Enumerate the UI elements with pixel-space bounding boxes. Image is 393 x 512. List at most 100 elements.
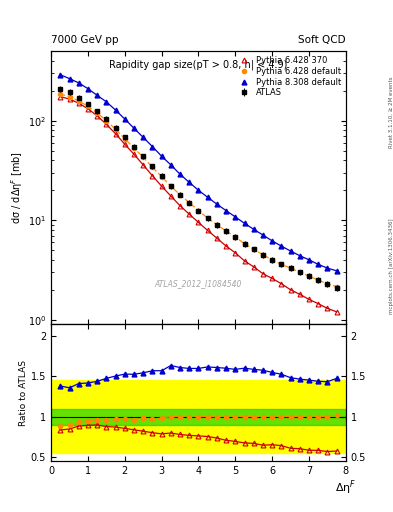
Pythia 6.428 370 [205,227,210,233]
Pythia 6.428 370 [252,264,256,270]
Pythia 6.428 default [298,269,302,275]
Text: Soft QCD: Soft QCD [298,35,346,45]
Pythia 6.428 default [252,246,256,252]
Pythia 6.428 370 [307,296,311,303]
Pythia 6.428 370 [76,100,81,106]
Pythia 6.428 default [196,207,201,214]
Pythia 8.308 default [123,116,127,122]
Pythia 6.428 default [205,215,210,221]
Pythia 6.428 default [95,110,99,116]
Pythia 6.428 370 [169,193,173,199]
Pythia 6.428 370 [334,309,339,315]
Pythia 8.308 default [288,248,293,254]
Pythia 6.428 default [123,136,127,142]
Pythia 6.428 370 [233,250,238,256]
Pythia 8.308 default [86,86,90,92]
Y-axis label: dσ / dΔη$^F$ [mb]: dσ / dΔη$^F$ [mb] [9,152,25,224]
Pythia 6.428 370 [187,211,192,217]
Pythia 6.428 370 [58,94,62,100]
Pythia 6.428 370 [279,281,284,287]
Pythia 8.308 default [307,257,311,263]
Pythia 6.428 default [215,222,219,228]
Pythia 8.308 default [298,252,302,259]
Pythia 8.308 default [150,143,155,150]
Pythia 6.428 default [270,257,275,263]
Pythia 8.308 default [205,194,210,200]
Pythia 6.428 370 [86,105,90,112]
Pythia 6.428 370 [196,219,201,225]
Pythia 8.308 default [113,107,118,113]
Pythia 6.428 370 [159,183,164,189]
Pythia 6.428 default [334,284,339,290]
Pythia 6.428 default [104,118,109,124]
Pythia 6.428 default [307,273,311,279]
Pythia 6.428 default [279,261,284,267]
Pythia 6.428 default [261,252,265,258]
Pythia 8.308 default [187,179,192,185]
Pythia 8.308 default [169,162,173,168]
X-axis label: Δη$^F$: Δη$^F$ [335,479,356,497]
Pythia 6.428 default [316,277,321,283]
Pythia 6.428 370 [141,162,145,168]
Pythia 6.428 default [67,94,72,100]
Pythia 8.308 default [141,134,145,140]
Pythia 8.308 default [215,201,219,207]
Text: Rapidity gap size(pT > 0.8, h| < 4.9): Rapidity gap size(pT > 0.8, h| < 4.9) [109,59,288,70]
Pythia 8.308 default [104,99,109,105]
Pythia 8.308 default [67,76,72,82]
Pythia 8.308 default [334,268,339,274]
Pythia 6.428 default [224,228,228,234]
Legend: Pythia 6.428 370, Pythia 6.428 default, Pythia 8.308 default, ATLAS: Pythia 6.428 370, Pythia 6.428 default, … [233,54,343,100]
Pythia 6.428 370 [288,287,293,293]
Pythia 8.308 default [159,153,164,159]
Pythia 8.308 default [132,125,136,132]
Y-axis label: Ratio to ATLAS: Ratio to ATLAS [19,359,28,425]
Pythia 6.428 370 [215,235,219,241]
Pythia 6.428 370 [316,301,321,307]
Text: ATLAS_2012_I1084540: ATLAS_2012_I1084540 [155,279,242,288]
Pythia 6.428 370 [178,203,182,209]
Pythia 6.428 default [76,98,81,104]
Pythia 8.308 default [76,80,81,86]
Line: Pythia 8.308 default: Pythia 8.308 default [58,72,339,273]
Pythia 6.428 370 [123,141,127,147]
Pythia 8.308 default [252,226,256,232]
Pythia 8.308 default [233,214,238,220]
Pythia 6.428 default [132,145,136,151]
Pythia 6.428 default [86,103,90,109]
Pythia 8.308 default [325,265,330,271]
Pythia 6.428 370 [67,96,72,102]
Pythia 8.308 default [196,187,201,194]
Pythia 8.308 default [95,92,99,98]
Pythia 6.428 370 [298,291,302,297]
Pythia 6.428 370 [150,173,155,179]
Pythia 6.428 370 [224,243,228,249]
Pythia 6.428 default [58,91,62,97]
Pythia 6.428 370 [113,131,118,137]
Pythia 8.308 default [316,261,321,267]
Text: mcplots.cern.ch [arXiv:1306.3436]: mcplots.cern.ch [arXiv:1306.3436] [389,219,393,314]
Pythia 6.428 default [242,241,247,247]
Pythia 8.308 default [279,243,284,249]
Pythia 6.428 370 [261,271,265,277]
Pythia 8.308 default [242,220,247,226]
Pythia 6.428 default [169,183,173,189]
Pythia 6.428 370 [325,305,330,311]
Pythia 6.428 370 [132,151,136,157]
Pythia 6.428 370 [104,121,109,127]
Pythia 6.428 default [325,281,330,287]
Pythia 6.428 370 [242,258,247,264]
Pythia 6.428 370 [270,275,275,282]
Pythia 8.308 default [178,171,182,177]
Pythia 6.428 default [288,265,293,271]
Pythia 6.428 default [187,200,192,206]
Pythia 6.428 default [113,126,118,133]
Pythia 8.308 default [261,232,265,238]
Pythia 6.428 default [178,192,182,198]
Pythia 6.428 default [150,164,155,170]
Pythia 6.428 370 [95,113,99,119]
Text: Rivet 3.1.10, ≥ 2M events: Rivet 3.1.10, ≥ 2M events [389,77,393,148]
Pythia 8.308 default [58,72,62,78]
Pythia 6.428 default [159,174,164,180]
Line: Pythia 6.428 370: Pythia 6.428 370 [58,94,339,314]
